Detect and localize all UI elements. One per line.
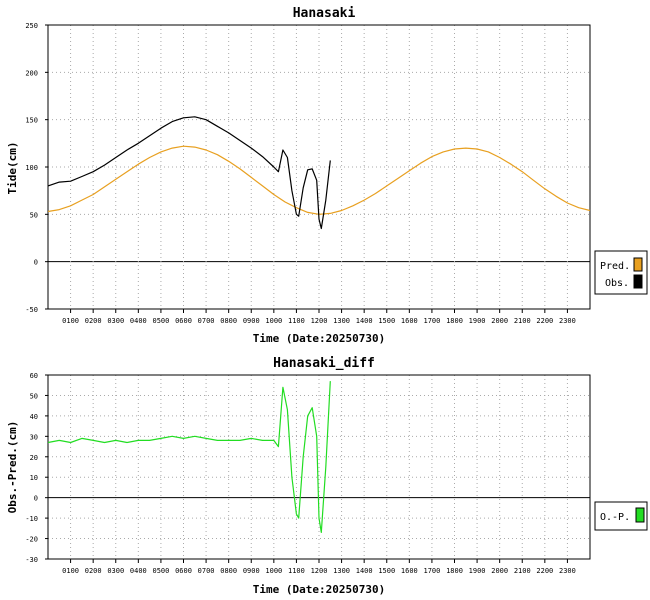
legend-label-obs: Obs. bbox=[605, 278, 629, 289]
x-tick-label: 0600 bbox=[175, 317, 192, 325]
y-tick-label: 50 bbox=[30, 392, 38, 400]
x-tick-label: 2300 bbox=[559, 317, 576, 325]
y-tick-label: 200 bbox=[25, 69, 38, 77]
x-tick-label: 0700 bbox=[198, 567, 215, 575]
legend: Pred. Obs. bbox=[594, 250, 648, 295]
x-tick-label: 0900 bbox=[243, 567, 260, 575]
y-tick-label: 10 bbox=[30, 474, 38, 482]
grid-lines bbox=[48, 25, 590, 309]
x-tick-label: 0300 bbox=[107, 567, 124, 575]
x-tick-label: 0500 bbox=[152, 567, 169, 575]
x-tick-label: 1200 bbox=[311, 317, 328, 325]
x-tick-label: 0600 bbox=[175, 567, 192, 575]
x-tick-label: 0200 bbox=[85, 317, 102, 325]
series-line-op bbox=[47, 381, 331, 534]
x-tick-label: 0800 bbox=[220, 317, 237, 325]
y-tick-label: 0 bbox=[34, 259, 38, 267]
y-tick-label: 50 bbox=[30, 211, 38, 219]
y-tick-label: 0 bbox=[34, 495, 38, 503]
diff-panel: Hanasaki_diff -30 -20 -10 0 10 20 30 40 50 60 010… bbox=[6, 356, 648, 596]
series-lines bbox=[47, 116, 591, 230]
x-tick-label: 1600 bbox=[401, 317, 418, 325]
legend-swatch-pred bbox=[633, 257, 643, 272]
x-tick-label: 1900 bbox=[469, 317, 486, 325]
x-tick-label: 0800 bbox=[220, 567, 237, 575]
x-tick-label: 1500 bbox=[378, 567, 395, 575]
y-tick-label: 30 bbox=[30, 433, 38, 441]
y-axis-label: Tide(cm) bbox=[6, 142, 19, 195]
series-line-pred bbox=[47, 145, 591, 215]
x-tick-label: 2100 bbox=[514, 567, 531, 575]
x-ticks: 0100 0200 0300 0400 0500 0600 0700 0800 0900 1000… bbox=[62, 309, 576, 325]
x-tick-label: 1500 bbox=[378, 317, 395, 325]
legend: O.-P. bbox=[594, 501, 648, 531]
x-tick-label: 1700 bbox=[423, 567, 440, 575]
y-tick-label: 250 bbox=[25, 22, 38, 30]
x-tick-label: 2300 bbox=[559, 567, 576, 575]
y-tick-label: 60 bbox=[30, 372, 38, 380]
chart-title: Hanasaki bbox=[293, 6, 356, 21]
x-tick-label: 1000 bbox=[265, 567, 282, 575]
x-tick-label: 2200 bbox=[536, 567, 553, 575]
legend-label-pred: Pred. bbox=[600, 261, 630, 272]
y-tick-label: 20 bbox=[30, 454, 38, 462]
grid-lines bbox=[48, 375, 590, 559]
x-tick-label: 1400 bbox=[356, 567, 373, 575]
series-line-obs bbox=[47, 116, 331, 230]
x-tick-label: 2200 bbox=[536, 317, 553, 325]
x-tick-label: 0900 bbox=[243, 317, 260, 325]
x-tick-label: 0100 bbox=[62, 317, 79, 325]
x-tick-label: 0700 bbox=[198, 317, 215, 325]
y-tick-label: 40 bbox=[30, 413, 38, 421]
y-tick-label: -20 bbox=[25, 536, 38, 544]
x-ticks: 0100 0200 0300 0400 0500 0600 0700 0800 0900 1000… bbox=[62, 559, 576, 575]
x-tick-label: 1700 bbox=[423, 317, 440, 325]
x-tick-label: 1800 bbox=[446, 317, 463, 325]
tide-panel: Hanasaki -50 0 50 100 150 200 250 0100 0200 0300… bbox=[6, 6, 648, 345]
y-ticks: -30 -20 -10 0 10 20 30 40 50 60 bbox=[25, 372, 48, 564]
x-tick-label: 1300 bbox=[333, 567, 350, 575]
legend-label-diff: O.-P. bbox=[600, 512, 630, 523]
x-tick-label: 1000 bbox=[265, 317, 282, 325]
x-tick-label: 0200 bbox=[85, 567, 102, 575]
y-tick-label: -10 bbox=[25, 515, 38, 523]
y-ticks: -50 0 50 100 150 200 250 bbox=[25, 22, 48, 314]
y-axis-label: Obs.-Pred.(cm) bbox=[6, 421, 19, 514]
legend-swatch-obs bbox=[633, 274, 643, 289]
x-tick-label: 2100 bbox=[514, 317, 531, 325]
chart-title: Hanasaki_diff bbox=[273, 356, 375, 371]
x-tick-label: 2000 bbox=[491, 567, 508, 575]
y-tick-label: 150 bbox=[25, 117, 38, 125]
x-tick-label: 1100 bbox=[288, 317, 305, 325]
x-tick-label: 0100 bbox=[62, 567, 79, 575]
x-tick-label: 1600 bbox=[401, 567, 418, 575]
x-tick-label: 1300 bbox=[333, 317, 350, 325]
x-tick-label: 1800 bbox=[446, 567, 463, 575]
y-tick-label: -30 bbox=[25, 556, 38, 564]
x-tick-label: 1900 bbox=[469, 567, 486, 575]
x-tick-label: 0400 bbox=[130, 317, 147, 325]
x-tick-label: 1200 bbox=[311, 567, 328, 575]
x-tick-label: 0400 bbox=[130, 567, 147, 575]
y-tick-label: 100 bbox=[25, 164, 38, 172]
x-tick-label: 0500 bbox=[152, 317, 169, 325]
x-axis-label: Time (Date:20250730) bbox=[253, 583, 385, 596]
y-tick-label: -50 bbox=[25, 306, 38, 314]
x-tick-label: 2000 bbox=[491, 317, 508, 325]
series-lines bbox=[47, 381, 331, 534]
legend-swatch-diff bbox=[635, 507, 645, 523]
x-axis-label: Time (Date:20250730) bbox=[253, 332, 385, 345]
x-tick-label: 1100 bbox=[288, 567, 305, 575]
x-tick-label: 1400 bbox=[356, 317, 373, 325]
x-tick-label: 0300 bbox=[107, 317, 124, 325]
